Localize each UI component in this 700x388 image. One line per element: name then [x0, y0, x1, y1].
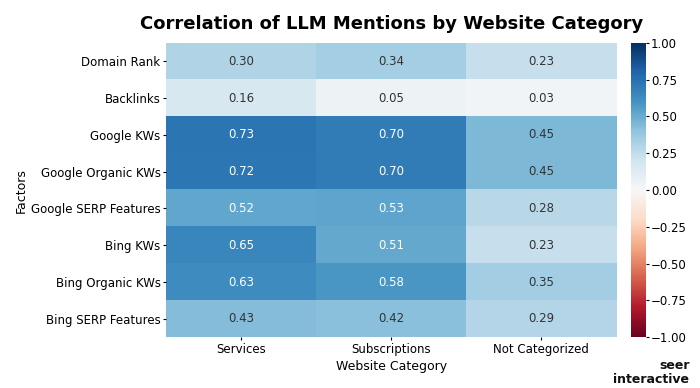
Text: interactive: interactive — [613, 373, 690, 386]
Text: 0.45: 0.45 — [528, 128, 554, 141]
Text: 0.35: 0.35 — [528, 275, 554, 289]
Text: 0.28: 0.28 — [528, 202, 554, 215]
Text: 0.42: 0.42 — [378, 312, 405, 326]
Text: 0.51: 0.51 — [378, 239, 404, 252]
Text: 0.63: 0.63 — [228, 275, 254, 289]
X-axis label: Website Category: Website Category — [336, 360, 447, 373]
Text: 0.65: 0.65 — [228, 239, 254, 252]
Y-axis label: Factors: Factors — [15, 168, 28, 213]
Text: 0.73: 0.73 — [228, 128, 254, 141]
Title: Correlation of LLM Mentions by Website Category: Correlation of LLM Mentions by Website C… — [139, 15, 643, 33]
Text: 0.70: 0.70 — [378, 165, 404, 178]
Text: 0.23: 0.23 — [528, 55, 554, 68]
Text: seer: seer — [659, 359, 690, 372]
Text: 0.70: 0.70 — [378, 128, 404, 141]
Text: 0.34: 0.34 — [378, 55, 404, 68]
Text: 0.29: 0.29 — [528, 312, 554, 326]
Text: 0.16: 0.16 — [228, 92, 254, 105]
Text: 0.52: 0.52 — [228, 202, 254, 215]
Text: 0.23: 0.23 — [528, 239, 554, 252]
Text: 0.53: 0.53 — [378, 202, 404, 215]
Text: 0.58: 0.58 — [378, 275, 404, 289]
Text: 0.72: 0.72 — [228, 165, 254, 178]
Text: 0.30: 0.30 — [228, 55, 254, 68]
Text: 0.03: 0.03 — [528, 92, 554, 105]
Text: 0.05: 0.05 — [378, 92, 404, 105]
Text: 0.45: 0.45 — [528, 165, 554, 178]
Text: 0.43: 0.43 — [228, 312, 254, 326]
